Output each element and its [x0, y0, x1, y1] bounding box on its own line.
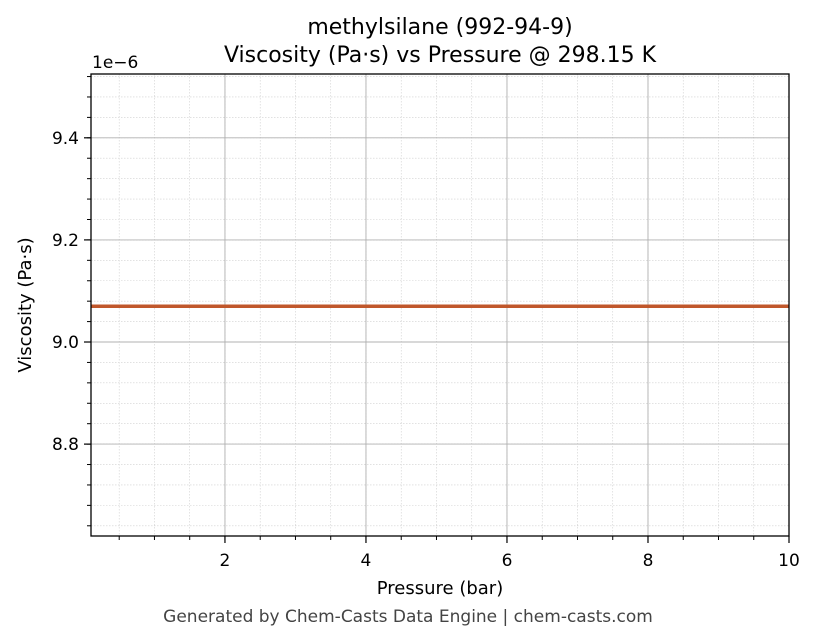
- footer-credit: Generated by Chem-Casts Data Engine | ch…: [163, 607, 653, 627]
- chart-title: methylsilane (992-94-9): [307, 15, 572, 40]
- x-tick-label: 4: [361, 551, 372, 571]
- x-axis: 2 4 6 8 10: [118, 536, 800, 571]
- chart-subtitle: Viscosity (Pa·s) vs Pressure @ 298.15 K: [224, 43, 657, 68]
- y-tick-label: 9.4: [52, 129, 79, 149]
- viscosity-chart: methylsilane (992-94-9) Viscosity (Pa·s)…: [15, 15, 800, 599]
- y-axis-label: Viscosity (Pa·s): [15, 237, 36, 372]
- y-axis: 8.8 9.0 9.2 9.4: [52, 76, 91, 527]
- y-tick-label: 8.8: [52, 435, 79, 455]
- y-tick-label: 9.2: [52, 231, 79, 251]
- x-tick-label: 8: [643, 551, 654, 571]
- y-scale-label: 1e−6: [92, 53, 138, 73]
- plot-frame: [90, 73, 790, 537]
- x-tick-label: 6: [502, 551, 513, 571]
- x-tick-label: 2: [220, 551, 231, 571]
- x-tick-label: 10: [778, 551, 800, 571]
- x-axis-label: Pressure (bar): [377, 578, 503, 599]
- y-tick-label: 9.0: [52, 333, 79, 353]
